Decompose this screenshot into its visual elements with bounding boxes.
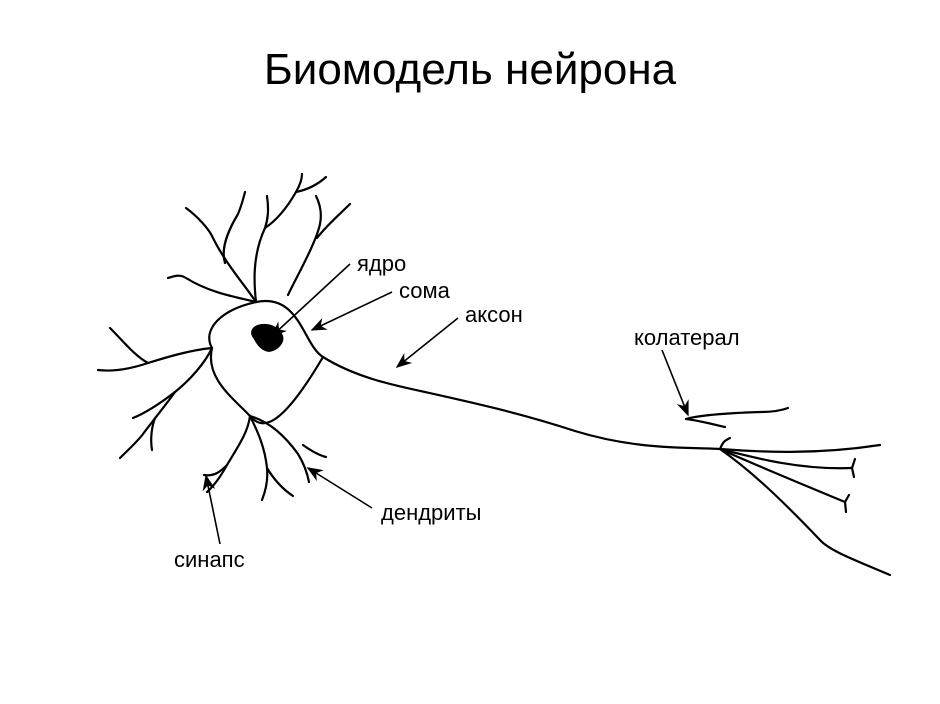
nucleus [252, 325, 282, 351]
label-dendrites: дендриты [381, 500, 481, 526]
label-nucleus: ядро [357, 251, 406, 277]
label-synapse: синапс [174, 547, 245, 573]
neuron-diagram [0, 0, 940, 704]
label-axon: аксон [465, 302, 523, 328]
label-collateral: колатерал [634, 325, 740, 351]
neuron-shape [98, 174, 890, 575]
label-soma: сома [399, 278, 450, 304]
